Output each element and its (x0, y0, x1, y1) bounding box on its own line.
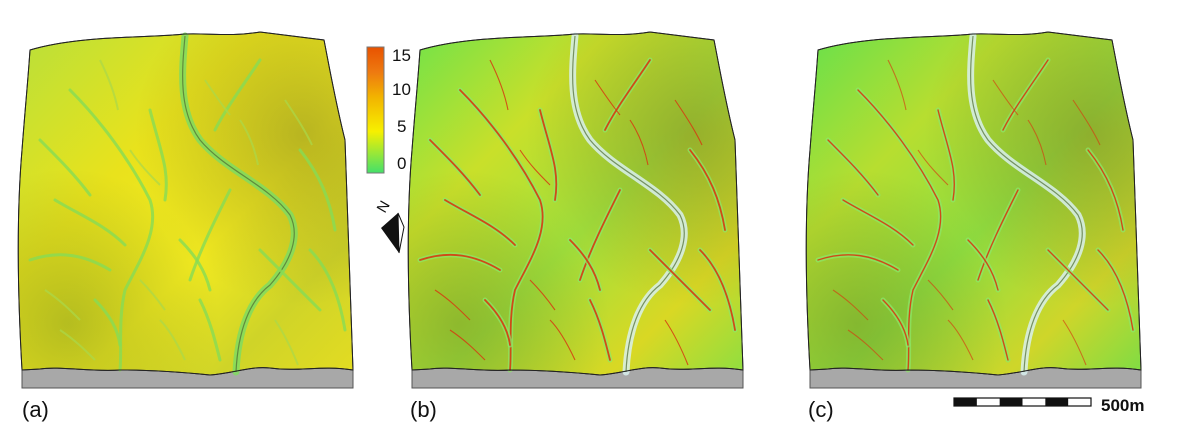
tributary-valley (68, 88, 155, 372)
tributary-channel (589, 299, 611, 361)
scale-bar-label: 500m (1101, 396, 1145, 415)
colorbar-tick-label: 10 (392, 80, 411, 99)
tributary-valley (93, 298, 122, 347)
panel-label-a: (a) (22, 397, 49, 422)
tributary-channel (967, 239, 999, 291)
terrain-panel-c (805, 31, 1142, 389)
scale-bar-segment (954, 398, 977, 406)
north-arrow-icon: N (374, 198, 405, 254)
panel-label-c: (c) (808, 397, 834, 422)
tributary-valley (298, 148, 337, 232)
terrain-outline (17, 31, 354, 376)
minor-channel (549, 319, 576, 361)
colorbar-tick-label: 0 (397, 154, 407, 173)
scale-bar (953, 397, 1092, 407)
tributary-channel (604, 59, 651, 131)
main-channel-line (182, 35, 295, 373)
minor-channel (489, 59, 509, 111)
minor-channel (847, 329, 884, 361)
terrain-panel-b (407, 31, 744, 389)
main-channel-line (970, 35, 1083, 373)
minor-channel (674, 99, 703, 146)
tributary-channel (699, 249, 736, 331)
minor-valley (284, 99, 313, 146)
tributary-channel (1002, 59, 1049, 131)
tributary-channel (419, 253, 501, 271)
scale-bar-segment (1045, 398, 1069, 406)
north-arrow-light-half (397, 212, 405, 254)
tributary-channel (1047, 249, 1109, 311)
colorbar-tick-label: 15 (392, 46, 411, 65)
north-arrow-label: N (374, 198, 394, 216)
tributary-channel (459, 89, 544, 371)
minor-valley (204, 79, 231, 116)
minor-channel (917, 149, 949, 186)
minor-channel (529, 279, 556, 311)
minor-channel (1062, 319, 1087, 366)
minor-channel (629, 119, 649, 166)
tributary-channel (429, 139, 481, 196)
tributary-valley (28, 253, 112, 272)
minor-valley (239, 119, 259, 166)
tributary-channel (842, 199, 914, 246)
minor-channel (832, 289, 869, 321)
tributary-valley (38, 138, 92, 197)
colorbar-tick-label: 5 (397, 117, 407, 136)
minor-channel (449, 329, 486, 361)
tributary-valley (188, 188, 232, 282)
minor-channel (1072, 99, 1101, 146)
tributary-channel (1087, 149, 1124, 231)
tributary-valley (258, 248, 322, 312)
terrain-panel-a (17, 31, 354, 389)
tributary-channel (579, 189, 621, 281)
terrain-outline (407, 31, 744, 376)
panel-label-b: (b) (410, 397, 437, 422)
tributary-channel (569, 239, 601, 291)
colorbar (366, 46, 385, 174)
tributary-channel (817, 254, 899, 271)
minor-channel (992, 79, 1019, 116)
tributary-valley (53, 198, 127, 247)
tributary-valley (308, 248, 347, 332)
minor-valley (274, 319, 299, 366)
minor-valley (59, 329, 96, 361)
minor-valley (44, 289, 81, 321)
tributary-channel (977, 189, 1019, 281)
minor-channel (1027, 119, 1047, 166)
tributary-channel (539, 109, 558, 201)
terrain-outline (805, 31, 1142, 376)
minor-channel (947, 319, 974, 361)
tributary-channel (444, 199, 516, 246)
minor-valley (139, 279, 166, 311)
tributary-valley (198, 298, 222, 362)
tributary-channel (882, 299, 909, 346)
minor-channel (664, 319, 689, 366)
tributary-channel (649, 249, 711, 311)
tributary-channel (1097, 249, 1134, 331)
north-arrow-dark-half (381, 213, 399, 253)
main-channel-line (572, 35, 685, 373)
scale-bar-segment (999, 398, 1023, 406)
tributary-channel (827, 139, 879, 196)
tributary-channel (857, 89, 942, 371)
minor-valley (99, 59, 119, 111)
minor-channel (927, 279, 954, 311)
minor-channel (594, 79, 621, 116)
tributary-channel (484, 299, 511, 346)
tributary-valley (148, 108, 168, 202)
tributary-channel (689, 149, 726, 231)
minor-valley (159, 319, 186, 361)
minor-channel (887, 59, 907, 111)
minor-channel (434, 289, 471, 321)
tributary-channel (987, 299, 1009, 361)
tributary-valley (178, 238, 212, 292)
minor-valley (129, 149, 161, 186)
tributary-valley (213, 58, 262, 132)
minor-channel (519, 149, 551, 186)
tributary-channel (937, 109, 956, 201)
